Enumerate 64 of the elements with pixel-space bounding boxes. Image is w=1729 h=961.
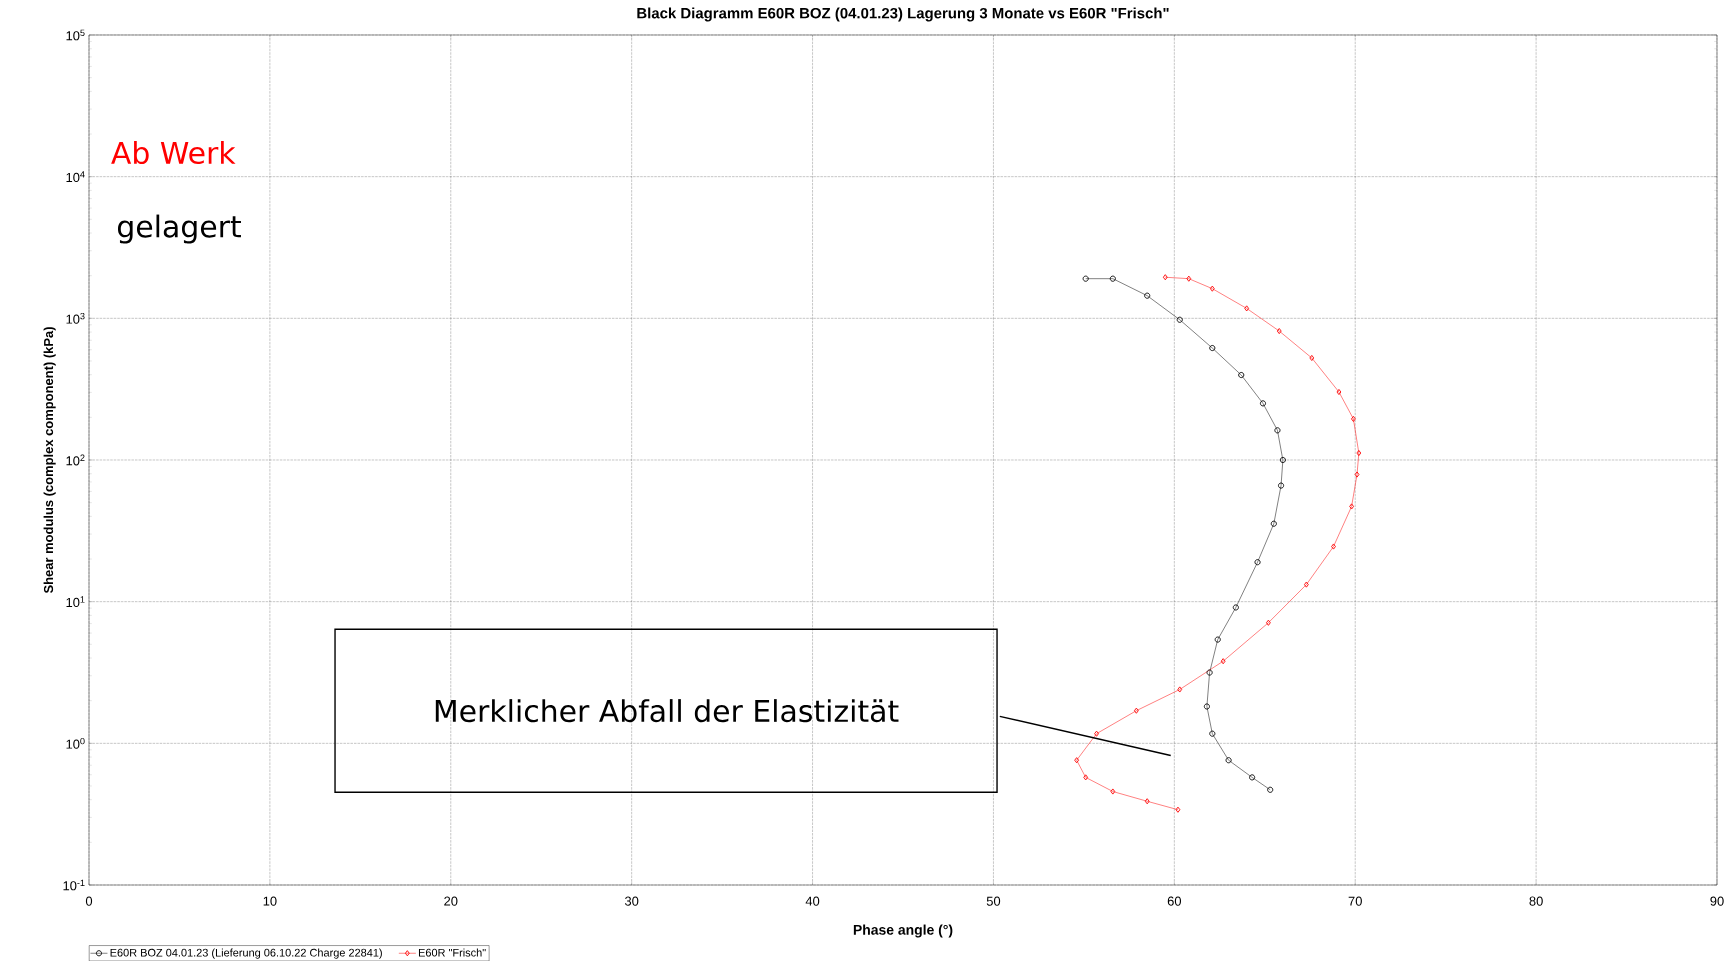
point xyxy=(1214,636,1221,643)
point xyxy=(1331,543,1336,550)
point xyxy=(1303,581,1309,588)
point xyxy=(1354,471,1360,478)
point xyxy=(1176,316,1183,323)
point xyxy=(1232,604,1239,611)
x-axis-title: Phase angle (°) xyxy=(853,924,953,938)
point xyxy=(1356,449,1362,457)
point xyxy=(1278,482,1285,489)
x-tick-label: 20 xyxy=(444,896,458,906)
chart-title: Black Diagramm E60R BOZ (04.01.23) Lagerung 3 Monate vs E60R "Frisch" xyxy=(637,7,1169,22)
point xyxy=(1203,703,1210,710)
point xyxy=(1249,774,1256,781)
point xyxy=(1177,686,1183,693)
point xyxy=(1094,730,1099,737)
point xyxy=(1279,456,1286,464)
point xyxy=(1274,427,1281,434)
point xyxy=(1209,285,1215,292)
legend-label: E60R BOZ 04.01.23 (Lieferung 06.10.22 Charge 22841) xyxy=(110,948,382,959)
point xyxy=(1270,520,1277,527)
x-tick-label: 50 xyxy=(986,896,1001,906)
x-tick-label: 30 xyxy=(624,896,639,906)
point xyxy=(1336,388,1342,396)
annotation: Merklicher Abfall der Elastizität xyxy=(435,699,899,723)
point xyxy=(1349,503,1354,510)
x-tick-label: 80 xyxy=(1529,896,1543,906)
x-tick-label: 60 xyxy=(1167,896,1182,906)
point xyxy=(1074,757,1080,764)
point xyxy=(1254,559,1261,566)
point xyxy=(1144,292,1151,299)
point xyxy=(1209,730,1216,737)
x-tick-label: 70 xyxy=(1348,896,1362,906)
point xyxy=(1209,345,1216,352)
point xyxy=(1276,328,1282,335)
x-tick-label: 90 xyxy=(1710,896,1724,906)
y-tick-label: 10$^{0}$ xyxy=(66,737,85,749)
x-tick-label: 10 xyxy=(263,896,277,906)
annotation: gelagert xyxy=(117,214,241,244)
point xyxy=(1244,305,1250,312)
y-tick-label: 10$^{1}$ xyxy=(66,596,85,608)
point xyxy=(1144,798,1150,805)
x-tick-label: 40 xyxy=(805,896,820,906)
y-tick-label: 10$^{4}$ xyxy=(66,171,85,183)
annotation: Ab Werk xyxy=(111,140,236,165)
point xyxy=(1186,275,1192,282)
x-tick-label: 0 xyxy=(85,896,93,906)
point xyxy=(1206,669,1213,676)
legend-label: E60R "Frisch" xyxy=(418,948,486,957)
point xyxy=(1309,354,1315,362)
y-tick-label: 10$^{3}$ xyxy=(66,312,85,324)
point xyxy=(1238,371,1245,379)
point xyxy=(1351,415,1356,422)
y-tick-label: 10$^{5}$ xyxy=(66,29,85,41)
point xyxy=(1110,788,1116,795)
point xyxy=(1225,757,1232,764)
point xyxy=(1109,275,1116,282)
point xyxy=(1133,707,1139,714)
point xyxy=(1266,619,1271,626)
point xyxy=(1083,774,1089,781)
y-tick-label: 10$^{-1}$ xyxy=(63,879,85,891)
y-axis-title: Shear modulus (complex component) (kPa) xyxy=(43,327,56,594)
point xyxy=(1259,400,1266,407)
y-tick-label: 10$^{2}$ xyxy=(66,454,85,466)
point xyxy=(1220,658,1226,665)
